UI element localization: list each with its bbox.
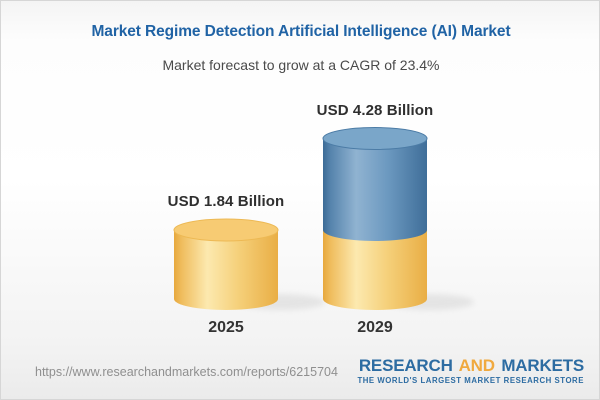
research-and-markets-logo: RESEARCH AND MARKETS THE WORLD'S LARGEST…	[357, 357, 584, 385]
cylinder-cap-2025	[173, 218, 279, 242]
logo-word-research: RESEARCH	[358, 356, 453, 375]
bar-category-label-2025: 2025	[208, 319, 244, 336]
cylinder-shadow	[237, 294, 325, 310]
logo-word-markets: MARKETS	[501, 356, 584, 375]
cylinder-segment-2029-growth	[323, 138, 427, 241]
logo-wordmark: RESEARCH AND MARKETS	[357, 357, 584, 374]
cylinder-segment-2029-base	[323, 230, 427, 310]
chart-title: Market Regime Detection Artificial Intel…	[91, 23, 511, 40]
bar-value-label-2029: USD 4.28 Billion	[316, 101, 434, 119]
logo-tagline: THE WORLD'S LARGEST MARKET RESEARCH STOR…	[357, 376, 584, 385]
chart-subtitle: Market forecast to grow at a CAGR of 23.…	[162, 57, 440, 73]
cylinder-cap-2029	[322, 127, 428, 150]
bar-value-label-2025: USD 1.84 Billion	[167, 193, 285, 210]
logo-word-and: AND	[458, 356, 495, 375]
cylinder-shadow	[386, 294, 474, 310]
cylinder-segment-2025-base	[174, 230, 278, 310]
report-url-link[interactable]: https://www.researchandmarkets.com/repor…	[35, 365, 338, 379]
bar-category-label-2029: 2029	[357, 319, 393, 336]
